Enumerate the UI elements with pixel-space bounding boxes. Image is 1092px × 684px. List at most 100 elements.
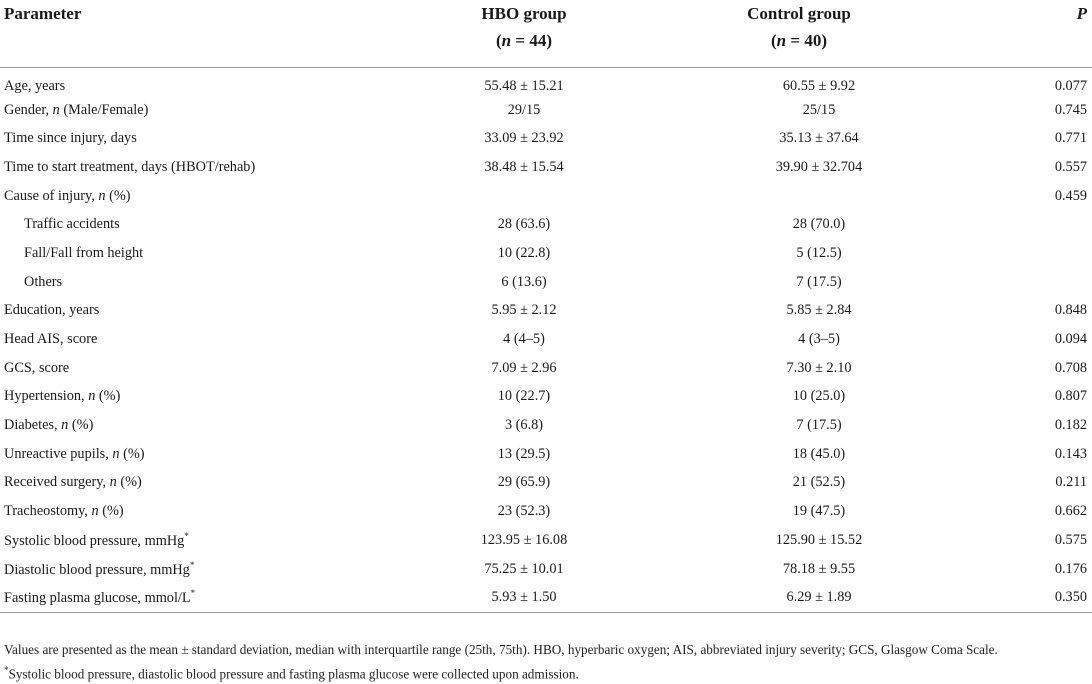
- cell-control: 7.30 ± 2.10: [786, 359, 852, 376]
- footnote-line-2: *Systolic blood pressure, diastolic bloo…: [4, 660, 998, 684]
- cell-hbo: 4 (4–5): [503, 331, 545, 348]
- header-hbo-title: HBO group: [481, 4, 567, 23]
- header-hbo-group: HBO group (n = 44): [384, 0, 664, 68]
- cell-control: 7 (17.5): [796, 273, 842, 290]
- cell-p-value: 0.807: [1054, 388, 1087, 405]
- footnote-asterisk: *: [4, 665, 9, 675]
- cell-parameter: Diastolic blood pressure, mmHg*: [0, 555, 384, 584]
- cell-hbo: 10 (22.8): [497, 244, 551, 261]
- parameter-footnote-marker: *: [189, 559, 195, 570]
- cell-control: 125.90 ± 15.52: [775, 531, 863, 548]
- cell-hbo: 3 (6.8): [504, 417, 544, 434]
- cell-control: 5.85 ± 2.84: [786, 302, 852, 319]
- table-row: Education, years 5.95 ± 2.12 5.85 ± 2.84 0.…: [0, 297, 1092, 326]
- cell-parameter: Head AIS, score: [0, 325, 384, 354]
- parameter-n-symbol: n: [88, 388, 96, 405]
- parameter-text: Head AIS, score: [4, 331, 98, 348]
- parameter-text-suffix: (%): [68, 417, 94, 434]
- cell-parameter: Traffic accidents: [0, 210, 384, 239]
- cell-p-value: 0.459: [1054, 187, 1087, 204]
- parameter-n-symbol: n: [52, 101, 60, 118]
- cell-control: 25/15: [802, 101, 836, 118]
- cell-hbo: 10 (22.7): [497, 388, 551, 405]
- table-row: Unreactive pupils, n (%) 13 (29.5) 18 (45.…: [0, 440, 1092, 469]
- cell-control: 18 (45.0): [792, 445, 846, 462]
- cell-control: 6.29 ± 1.89: [664, 583, 934, 613]
- parameter-text: Time to start treatment, days (HBOT/reha…: [4, 158, 256, 175]
- cell-p-value: 0.350: [934, 583, 1092, 613]
- parameter-n-symbol: n: [112, 445, 120, 462]
- cell-control: [664, 182, 934, 211]
- cell-p-value: [934, 239, 1092, 268]
- cell-control: 28 (70.0): [792, 216, 846, 233]
- parameter-text: Tracheostomy,: [4, 503, 92, 520]
- cell-parameter: Age, years: [0, 67, 384, 96]
- table-row: Systolic blood pressure, mmHg* 123.95 ± 1…: [0, 526, 1092, 555]
- header-parameter: Parameter: [0, 0, 384, 68]
- cell-parameter: Received surgery, n (%): [0, 469, 384, 498]
- table-row: Hypertension, n (%) 10 (22.7) 10 (25.0) 0.8…: [0, 383, 1092, 412]
- parameter-text: Hypertension,: [4, 388, 89, 405]
- cell-p-value: 0.077: [1054, 78, 1087, 95]
- parameter-text: Education, years: [4, 302, 100, 319]
- cell-parameter: GCS, score: [0, 354, 384, 383]
- cell-hbo: 5.95 ± 2.12: [491, 302, 557, 319]
- table-row: Head AIS, score 4 (4–5) 4 (3–5) 0.094: [0, 325, 1092, 354]
- cell-control: 60.55 ± 9.92: [782, 78, 856, 95]
- cell-control: 21 (52.5): [792, 474, 846, 491]
- cell-p-value: [934, 268, 1092, 297]
- cell-parameter: Gender, n (Male/Female): [0, 96, 384, 125]
- cell-parameter: Hypertension, n (%): [0, 383, 384, 412]
- parameter-text: Systolic blood pressure, mmHg: [4, 532, 185, 549]
- parameter-n-symbol: n: [91, 503, 99, 520]
- cell-hbo: 38.48 ± 15.54: [484, 158, 564, 175]
- table-row: Fall/Fall from height 10 (22.8) 5 (12.5): [0, 239, 1092, 268]
- parameter-footnote-marker: *: [190, 588, 196, 599]
- cell-hbo: 7.09 ± 2.96: [491, 359, 557, 376]
- cell-control: 4 (3–5): [798, 331, 840, 348]
- parameter-text: Diastolic blood pressure, mmHg: [4, 561, 190, 578]
- cell-hbo: 29/15: [507, 101, 541, 118]
- table-row: Others 6 (13.6) 7 (17.5): [0, 268, 1092, 297]
- cell-control: 78.18 ± 9.55: [782, 560, 856, 577]
- cell-p-value: [934, 210, 1092, 239]
- cell-hbo: 6 (13.6): [501, 273, 547, 290]
- cell-p-value: 0.176: [1054, 560, 1087, 577]
- cell-parameter: Unreactive pupils, n (%): [0, 440, 384, 469]
- parameter-text: Age, years: [4, 78, 66, 95]
- parameter-text-suffix: (Male/Female): [59, 101, 149, 118]
- parameter-text: Traffic accidents: [24, 216, 120, 233]
- cell-hbo: 75.25 ± 10.01: [484, 560, 564, 577]
- parameter-n-symbol: n: [61, 417, 69, 434]
- cell-hbo: 29 (65.9): [497, 474, 551, 491]
- header-control-n: (n = 40): [771, 31, 827, 50]
- parameter-text: Others: [24, 273, 63, 290]
- cell-p-value: 0.557: [1054, 158, 1087, 175]
- header-control-group: Control group (n = 40): [664, 0, 934, 68]
- cell-parameter: Diabetes, n (%): [0, 411, 384, 440]
- table-row: Fasting plasma glucose, mmol/L* 5.93 ± 1.…: [0, 583, 1092, 613]
- cell-parameter: Fall/Fall from height: [0, 239, 384, 268]
- parameter-text-suffix: (%): [119, 445, 145, 462]
- cell-hbo: 33.09 ± 23.92: [484, 130, 564, 147]
- table-footnotes: Values are presented as the mean ± stand…: [4, 640, 998, 684]
- parameter-text: Fasting plasma glucose, mmol/L: [4, 589, 191, 606]
- cell-p-value: 0.575: [1054, 531, 1087, 548]
- cell-parameter: Fasting plasma glucose, mmol/L*: [0, 583, 384, 613]
- cell-parameter: Others: [0, 268, 384, 297]
- header-control-n-label: n: [776, 31, 787, 50]
- cell-control: 19 (47.5): [792, 503, 846, 520]
- cell-p-value: 0.662: [1054, 503, 1087, 520]
- cell-parameter: Time to start treatment, days (HBOT/reha…: [0, 153, 384, 182]
- cell-p-value: 0.771: [1054, 130, 1087, 147]
- cell-hbo: 23 (52.3): [497, 503, 551, 520]
- footnote-line-1: Values are presented as the mean ± stand…: [4, 642, 998, 657]
- table-row: GCS, score 7.09 ± 2.96 7.30 ± 2.10 0.708: [0, 354, 1092, 383]
- footnote-line-2-text: Systolic blood pressure, diastolic blood…: [8, 666, 579, 682]
- cell-hbo: 123.95 ± 16.08: [480, 531, 568, 548]
- table-row: Diabetes, n (%) 3 (6.8) 7 (17.5) 0.182: [0, 411, 1092, 440]
- cell-control: 5 (12.5): [796, 244, 842, 261]
- parameter-text: Gender,: [4, 101, 53, 118]
- table-row: Gender, n (Male/Female) 29/15 25/15 0.745: [0, 96, 1092, 125]
